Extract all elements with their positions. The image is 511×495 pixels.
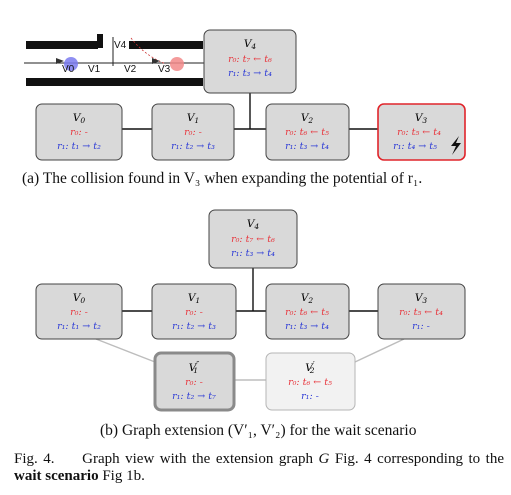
node-r1-line: r₁: - — [301, 391, 319, 402]
figure-label: Fig. 4. — [14, 451, 55, 467]
edge-b-v2p-v3 — [354, 338, 405, 363]
node-r1-line: r₁: t₂ → t₇ — [172, 391, 216, 402]
panel-a-edges — [122, 93, 378, 130]
arrow-marker-1 — [56, 58, 64, 64]
node-r0-line: r₀: t₅ ← t₄ — [399, 307, 443, 318]
graph-symbol: G — [318, 451, 330, 467]
caption-text-3: Fig 1b. — [98, 468, 145, 484]
node-b-v0: V0 r₀: - r₁: t₁ → t₂ — [35, 283, 123, 340]
node-r1-line: r₁: t₂ → t₃ — [171, 141, 215, 152]
node-r0-line: r₀: - — [70, 127, 88, 138]
caption-bold-term: wait scenario — [14, 468, 99, 484]
node-title: V4 — [247, 218, 260, 231]
collision-bolt-icon — [451, 136, 461, 155]
arrow-marker-2 — [152, 58, 160, 64]
figure-graphic: V0 V1 V2 V3 V4 V4 r₀: t₇ ← t₆ r₁: t₃ → t… — [24, 29, 466, 412]
node-title: V″ 1 — [189, 360, 200, 375]
node-a-v4: V4 r₀: t₇ ← t₆ r₁: t₃ → t₄ — [203, 29, 297, 94]
path-curve — [130, 37, 167, 65]
node-r0-line: r₀: - — [185, 307, 203, 318]
robot-r0 — [170, 57, 184, 71]
node-r0-line: r₀: t₅ ← t₄ — [397, 127, 441, 138]
node-b-v4: V4 r₀: t₇ ← t₆ r₁: t₃ → t₄ — [208, 209, 298, 269]
node-r0-line: r₀: - — [185, 377, 203, 388]
wall-top-stub — [97, 34, 103, 48]
node-a-v2: V2 r₀: t₆ ← t₅ r₁: t₃ → t₄ — [265, 103, 350, 161]
node-r1-line: r₁: t₁ → t₂ — [57, 321, 101, 332]
map-label-v4: V4 — [114, 40, 127, 51]
node-a-v0: V0 r₀: - r₁: t₁ → t₂ — [35, 103, 123, 161]
node-r0-line: r₀: t₆ ← t₅ — [288, 377, 332, 388]
node-title: V3 — [415, 292, 428, 305]
figure-caption: Fig. 4. Graph view with the extension gr… — [14, 451, 504, 485]
node-r1-line: r₁: t₂ → t₃ — [172, 321, 216, 332]
node-r1-line: r₁: t₃ → t₄ — [228, 68, 272, 79]
node-r0-line: r₀: t₇ ← t₆ — [228, 54, 272, 65]
node-r1-line: r₁: t₄ → t₅ — [393, 141, 437, 152]
robot-r1 — [64, 57, 78, 71]
caption-text-2: Fig. 4 corresponding to the — [329, 451, 505, 467]
map-label-v3: V3 — [158, 64, 171, 75]
node-r0-line: r₀: - — [184, 127, 202, 138]
subcaption-a: (a) The collision found in V₃ when expan… — [22, 170, 423, 187]
panel-b-extension-edges — [95, 338, 405, 381]
node-r0-line: r₀: t₆ ← t₅ — [285, 307, 329, 318]
node-title: V1 — [188, 292, 200, 305]
node-r1-line: r₁: t₁ → t₂ — [57, 141, 101, 152]
node-b-v1-double-prime: V″ 1 r₀: - r₁: t₂ → t₇ — [153, 351, 236, 412]
node-title: V3 — [415, 112, 428, 125]
map-label-v1: V1 — [88, 64, 101, 75]
node-title: V1 — [187, 112, 199, 125]
node-title: V2 — [301, 112, 314, 125]
node-b-v2-prime: V′ 2 r₀: t₆ ← t₅ r₁: - — [265, 352, 356, 411]
node-a-v3-collision: V3 r₀: t₅ ← t₄ r₁: t₄ → t₅ — [377, 103, 466, 161]
wall-bottom — [26, 78, 203, 86]
node-r0-line: r₀: t₇ ← t₆ — [231, 234, 275, 245]
edge-b-v0-v1pp — [95, 338, 156, 363]
wall-top-right — [129, 41, 203, 49]
caption-text-1: Graph view with the extension graph — [82, 451, 319, 467]
node-title: V4 — [244, 38, 257, 51]
node-b-v1: V1 r₀: - r₁: t₂ → t₃ — [151, 283, 237, 340]
node-title: V0 — [73, 112, 86, 125]
node-a-v1: V1 r₀: - r₁: t₂ → t₃ — [151, 103, 235, 161]
corridor-map: V0 V1 V2 V3 V4 — [24, 34, 205, 86]
map-label-v0: V0 — [62, 64, 75, 75]
wall-top — [26, 41, 98, 49]
node-title: V2 — [301, 292, 314, 305]
node-r0-line: r₀: t₆ ← t₅ — [285, 127, 329, 138]
subcaption-b: (b) Graph extension (V′₁, V′₂) for the w… — [100, 422, 417, 439]
node-title: V′ 2 — [305, 360, 315, 375]
node-title: V0 — [73, 292, 86, 305]
map-label-v2: V2 — [124, 64, 137, 75]
node-b-v2: V2 r₀: t₆ ← t₅ r₁: t₃ → t₄ — [265, 283, 350, 340]
node-r1-line: r₁: t₃ → t₄ — [231, 248, 275, 259]
node-r1-line: r₁: t₃ → t₄ — [285, 321, 329, 332]
node-b-v3: V3 r₀: t₅ ← t₄ r₁: - — [377, 283, 466, 340]
panel-b-edges — [122, 268, 378, 312]
node-r1-line: r₁: - — [412, 321, 430, 332]
node-r0-line: r₀: - — [70, 307, 88, 318]
node-r1-line: r₁: t₃ → t₄ — [285, 141, 329, 152]
